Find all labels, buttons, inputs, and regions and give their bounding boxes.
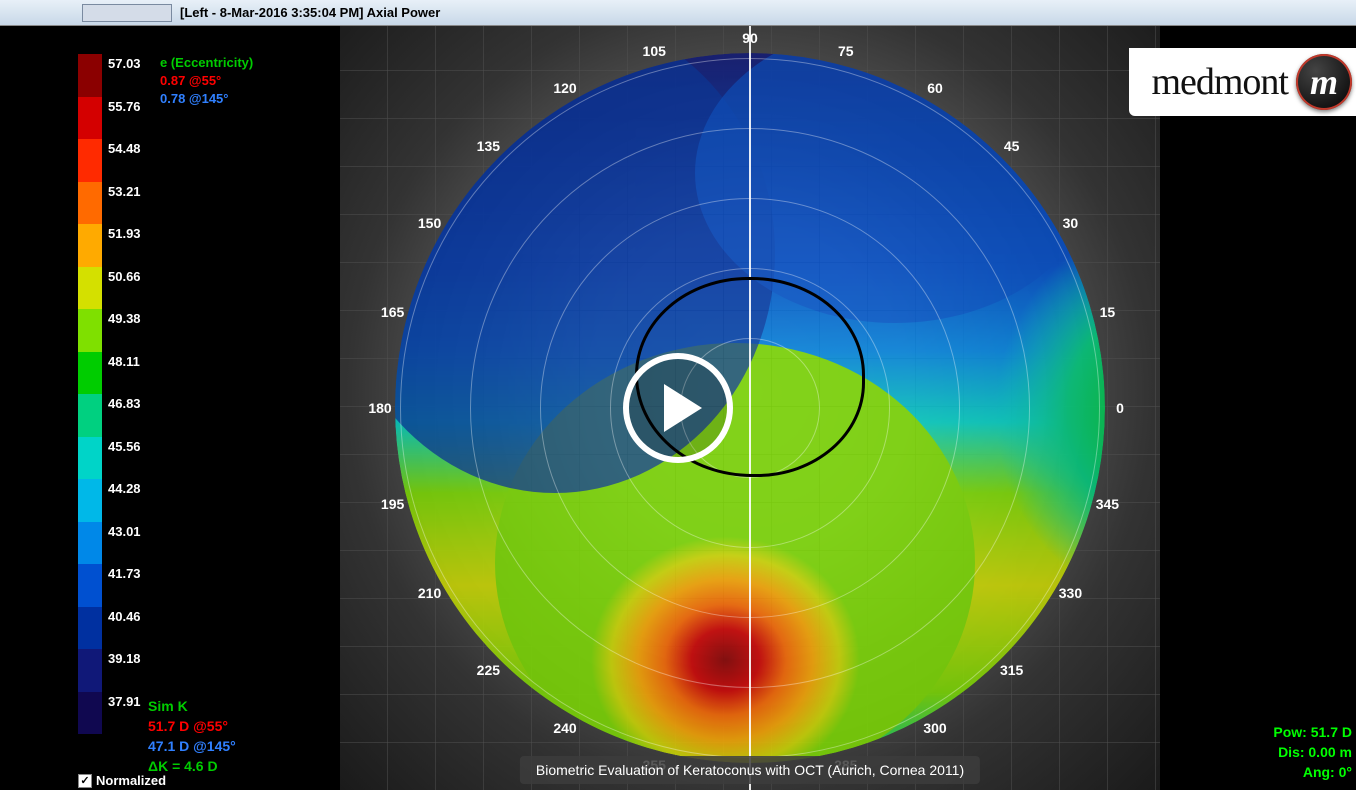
degree-marker: 150 <box>418 215 441 231</box>
degree-marker: 0 <box>1116 400 1124 416</box>
cursor-readouts: Pow: 51.7 D Dis: 0.00 m Ang: 0° <box>1273 722 1352 782</box>
simk-title: Sim K <box>148 696 236 716</box>
scale-value: 41.73 <box>108 564 141 607</box>
scale-value: 55.76 <box>108 97 141 140</box>
color-swatch <box>78 139 102 182</box>
scale-value: 51.93 <box>108 224 141 267</box>
readout-angle: Ang: 0° <box>1273 762 1352 782</box>
degree-marker: 315 <box>1000 662 1023 678</box>
simk-k2: 47.1 D @145° <box>148 736 236 756</box>
degree-marker: 60 <box>927 80 943 96</box>
scale-value: 45.56 <box>108 437 141 480</box>
color-swatch <box>78 309 102 352</box>
degree-marker: 225 <box>477 662 500 678</box>
eccentricity-flat: 0.87 @55° <box>160 72 253 90</box>
scale-value: 49.38 <box>108 309 141 352</box>
eccentricity-readout: e (Eccentricity) 0.87 @55° 0.78 @145° <box>160 54 253 108</box>
logo-badge-icon: m <box>1296 54 1352 110</box>
color-swatch <box>78 479 102 522</box>
logo-text: medmont <box>1151 60 1288 104</box>
degree-marker: 90 <box>742 30 758 46</box>
simk-readout: Sim K 51.7 D @55° 47.1 D @145° ΔK = 4.6 … <box>148 696 236 776</box>
degree-marker: 30 <box>1063 215 1079 231</box>
vertical-meridian <box>749 26 751 790</box>
color-swatch <box>78 522 102 565</box>
color-swatch <box>78 224 102 267</box>
color-swatch <box>78 692 102 735</box>
readout-power: Pow: 51.7 D <box>1273 722 1352 742</box>
degree-marker: 105 <box>643 43 666 59</box>
degree-marker: 195 <box>381 496 404 512</box>
degree-marker: 45 <box>1004 138 1020 154</box>
degree-marker: 135 <box>477 138 500 154</box>
color-swatch <box>78 97 102 140</box>
scale-value: 37.91 <box>108 692 141 735</box>
exam-title: [Left - 8-Mar-2016 3:35:04 PM] Axial Pow… <box>180 5 440 20</box>
color-swatch <box>78 267 102 310</box>
degree-marker: 15 <box>1100 304 1116 320</box>
caption-bar: Biometric Evaluation of Keratoconus with… <box>520 756 980 784</box>
normalized-label: Normalized <box>96 773 166 788</box>
color-swatch <box>78 394 102 437</box>
color-swatch <box>78 649 102 692</box>
readout-distance: Dis: 0.00 m <box>1273 742 1352 762</box>
video-play-button[interactable] <box>623 353 733 463</box>
view-dropdown[interactable] <box>82 4 172 22</box>
color-swatch <box>78 437 102 480</box>
scale-value: 46.83 <box>108 394 141 437</box>
degree-marker: 300 <box>923 720 946 736</box>
degree-marker: 180 <box>368 400 391 416</box>
normalized-toggle[interactable]: ✓ Normalized <box>78 773 166 788</box>
scale-value: 53.21 <box>108 182 141 225</box>
scale-value: 54.48 <box>108 139 141 182</box>
degree-marker: 330 <box>1059 585 1082 601</box>
topography-map[interactable]: 0 15 30 45 60 75 90 105 120 135 150 165 180 195 210 225… <box>340 26 1160 790</box>
eccentricity-steep: 0.78 @145° <box>160 90 253 108</box>
scale-value: 44.28 <box>108 479 141 522</box>
scale-value: 48.11 <box>108 352 141 395</box>
main-area: 57.0355.7654.4853.2151.9350.6649.3848.11… <box>0 26 1356 790</box>
title-bar: [Left - 8-Mar-2016 3:35:04 PM] Axial Pow… <box>0 0 1356 26</box>
scale-value: 39.18 <box>108 649 141 692</box>
degree-marker: 165 <box>381 304 404 320</box>
medmont-logo: medmont m <box>1129 48 1356 116</box>
degree-marker: 120 <box>553 80 576 96</box>
degree-marker: 210 <box>418 585 441 601</box>
degree-marker: 345 <box>1096 496 1119 512</box>
degree-marker: 240 <box>553 720 576 736</box>
color-scale-labels: 57.0355.7654.4853.2151.9350.6649.3848.11… <box>108 54 141 734</box>
color-swatch <box>78 352 102 395</box>
color-swatch <box>78 54 102 97</box>
scale-value: 50.66 <box>108 267 141 310</box>
simk-k1: 51.7 D @55° <box>148 716 236 736</box>
degree-marker: 75 <box>838 43 854 59</box>
scale-value: 40.46 <box>108 607 141 650</box>
scale-value: 57.03 <box>108 54 141 97</box>
color-swatch <box>78 182 102 225</box>
color-scale <box>78 54 102 734</box>
eccentricity-title: e (Eccentricity) <box>160 54 253 72</box>
color-swatch <box>78 607 102 650</box>
scale-value: 43.01 <box>108 522 141 565</box>
normalized-checkbox[interactable]: ✓ <box>78 774 92 788</box>
color-swatch <box>78 564 102 607</box>
